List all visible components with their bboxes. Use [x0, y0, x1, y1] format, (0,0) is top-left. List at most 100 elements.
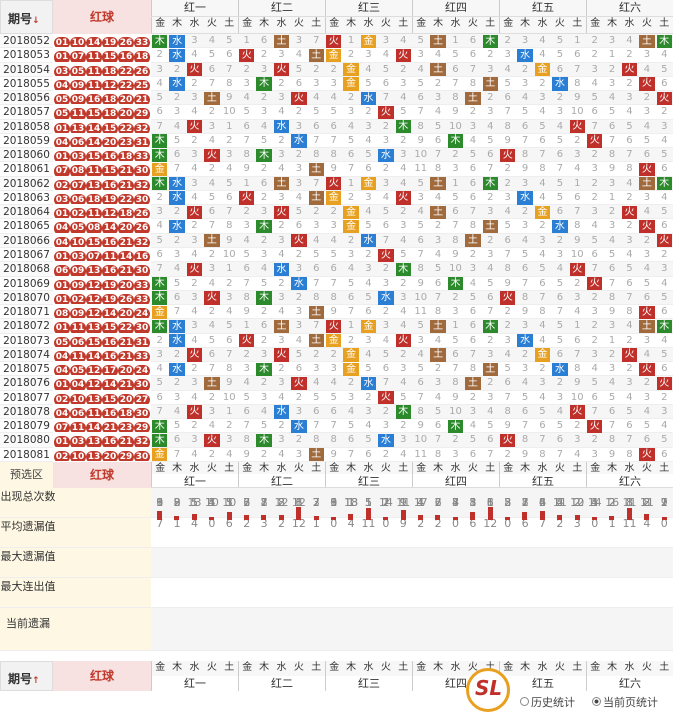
red-ball: 04 [70, 379, 86, 390]
miss-value: 6 [417, 234, 424, 246]
stats-value: 6 [521, 517, 529, 530]
miss-value: 4 [400, 92, 407, 104]
miss-value: 7 [313, 134, 320, 146]
element-ball: 土 [482, 362, 498, 376]
element-ball: 火 [395, 191, 411, 205]
miss-value: 4 [434, 191, 442, 203]
element-ball: 土 [204, 234, 220, 248]
miss-value: 3 [591, 306, 598, 318]
red-ball: 10 [70, 236, 86, 247]
current-page-stats-radio[interactable]: 当前页统计 [592, 694, 658, 710]
red-ball: 15 [86, 108, 102, 119]
footer-period[interactable] [0, 661, 53, 691]
miss-value: 2 [591, 177, 598, 189]
element-label: 木 [172, 18, 183, 29]
stats-value: 7 [451, 496, 459, 509]
ball-group: 04 06 11 16 18 30 [54, 406, 151, 419]
element-label: 木 [346, 463, 357, 474]
stats-value: 12 [291, 496, 306, 509]
miss-value: 9 [226, 234, 233, 246]
red-ball: 10 [70, 37, 86, 48]
miss-value: 7 [173, 448, 181, 460]
miss-value: 4 [400, 448, 407, 460]
red-ball: 04 [54, 136, 70, 148]
stats-value: 7 [260, 496, 268, 509]
stats-value: 9 [399, 496, 407, 509]
ball-group: 01 02 11 12 18 26 [54, 206, 151, 219]
miss-value: 4 [191, 391, 198, 403]
miss-value: 7 [521, 134, 529, 146]
miss-value: 9 [330, 306, 337, 318]
stats-value: 1 [364, 496, 372, 509]
miss-value: 11 [414, 306, 428, 318]
red-ball: 08 [54, 308, 70, 319]
miss-value: 8 [521, 149, 529, 161]
red-ball: 30 [134, 407, 150, 419]
miss-value: 8 [434, 306, 442, 318]
miss-value: 5 [295, 348, 303, 360]
ball-group: 07 08 11 15 21 30 [54, 163, 151, 176]
miss-value: 5 [226, 177, 233, 189]
miss-value: 6 [434, 277, 442, 289]
history-stats-radio[interactable]: 历史统计 [520, 694, 575, 710]
miss-value: 5 [365, 434, 372, 446]
miss-value: 8 [417, 263, 424, 275]
miss-value: 9 [226, 377, 233, 389]
miss-value: 5 [208, 191, 216, 203]
element-ball: 金 [343, 362, 359, 376]
miss-value: 5 [243, 106, 250, 118]
element-ball: 土 [639, 319, 655, 334]
red-ball: 16 [86, 94, 102, 105]
element-ball: 水 [169, 77, 185, 91]
miss-value: 6 [487, 291, 494, 303]
element-ball: 土 [273, 34, 290, 48]
miss-value: 2 [295, 391, 303, 403]
miss-value: 2 [469, 106, 477, 118]
miss-value: 8 [452, 92, 459, 104]
stats-value: 1 [608, 517, 616, 530]
element-label: 金 [499, 661, 516, 676]
miss-value: 9 [417, 277, 424, 289]
element-ball: 金 [326, 334, 342, 348]
red-ball: 16 [102, 265, 118, 276]
grid-row [151, 362, 673, 377]
red-ball: 22 [118, 193, 134, 205]
miss-value: 4 [556, 405, 564, 417]
period-header[interactable] [0, 0, 53, 34]
miss-value: 6 [556, 63, 564, 75]
miss-value: 4 [347, 120, 355, 132]
miss-value: 2 [295, 249, 303, 260]
grid-row [151, 419, 673, 434]
stats-value: 6 [330, 496, 338, 509]
miss-value: 2 [260, 334, 268, 346]
miss-value: 5 [313, 391, 320, 403]
element-ball: 火 [656, 91, 672, 105]
stats-value: 4 [208, 496, 216, 509]
element-ball: 木 [395, 120, 411, 134]
element-label: 金 [412, 17, 429, 33]
stats-bar [365, 508, 371, 520]
miss-value: 2 [591, 149, 598, 161]
miss-value: 10 [414, 291, 428, 303]
element-label: 水 [450, 463, 461, 474]
element-ball: 土 [308, 162, 324, 177]
red-ball: 16 [102, 179, 118, 190]
miss-value: 1 [226, 405, 233, 417]
stats-value: 8 [277, 496, 285, 509]
grid-row [151, 248, 673, 263]
miss-value: 5 [643, 420, 651, 432]
grid-row [151, 148, 673, 163]
red-ball: 11 [102, 251, 118, 262]
miss-value: 4 [574, 163, 581, 175]
ball-group: 05 09 16 18 20 21 [54, 92, 151, 105]
red-ball: 09 [70, 279, 86, 290]
red-ball: 32 [134, 236, 150, 247]
group-label: 红一 [151, 0, 238, 16]
stats-value: 5 [556, 496, 564, 509]
miss-value: 8 [434, 448, 442, 460]
red-ball: 26 [134, 65, 150, 76]
miss-value: 5 [643, 134, 651, 146]
element-label: 土 [659, 662, 670, 673]
miss-value: 2 [243, 348, 250, 360]
ball-group: 03 05 11 18 22 26 [54, 64, 151, 76]
